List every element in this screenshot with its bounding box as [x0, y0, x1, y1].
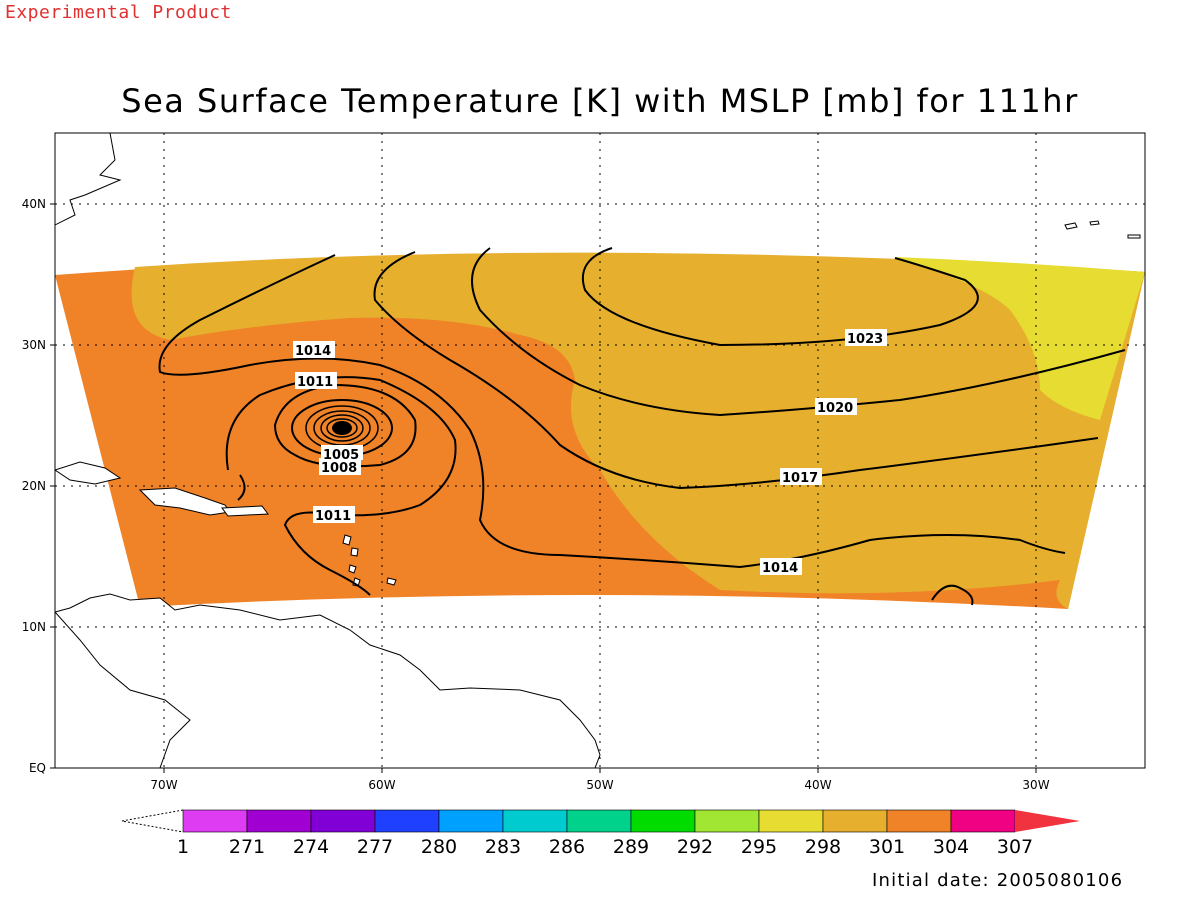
label-1005: 1005 — [323, 448, 359, 463]
lat-label-30n: 30N — [22, 338, 46, 352]
colorbar-box — [950, 809, 1016, 833]
colorbar-label: 286 — [549, 836, 585, 858]
colorbar-box — [758, 809, 824, 833]
longitude-labels: 70W 60W 50W 40W 30W — [150, 778, 1049, 792]
colorbar-box — [374, 809, 440, 833]
colorbar-box — [310, 809, 376, 833]
lon-label-70w: 70W — [150, 778, 177, 792]
graticule — [55, 133, 1145, 768]
latitude-labels: 40N 30N 20N 10N EQ — [22, 197, 46, 775]
colorbar-label: 283 — [485, 836, 521, 858]
colorbar-box — [630, 809, 696, 833]
colorbar-label: 1 — [177, 836, 189, 858]
colorbar-box — [502, 809, 568, 833]
label-1017: 1017 — [782, 471, 818, 486]
lesser-antilles — [342, 534, 397, 587]
colorbar-arrow-left — [121, 809, 184, 833]
initial-date-label: Initial date: 2005080106 — [872, 870, 1124, 891]
lat-label-40n: 40N — [22, 197, 46, 211]
isobar-1023 — [581, 247, 979, 347]
colorbar-label: 277 — [357, 836, 393, 858]
core-ring-4 — [326, 418, 358, 438]
colorbar-label: 307 — [997, 836, 1033, 858]
colorbar-label: 271 — [229, 836, 265, 858]
north-america-coast — [55, 133, 122, 226]
lat-label-eq: EQ — [29, 761, 46, 775]
colorbar-box — [438, 809, 504, 833]
colorbar-arrow-right — [1015, 810, 1080, 832]
contour-labels: 1023 1020 1017 1014 1014 1011 1011 1008 … — [293, 329, 887, 576]
isobar-1014-small — [931, 584, 974, 606]
coastlines — [55, 133, 1141, 768]
isobar-1017 — [373, 251, 1099, 490]
lon-label-60w: 60W — [368, 778, 395, 792]
cyclone-center — [332, 421, 352, 435]
colorbar-label: 280 — [421, 836, 457, 858]
colorbar-box — [566, 809, 632, 833]
lon-label-30w: 30W — [1022, 778, 1049, 792]
colorbar-label: 289 — [613, 836, 649, 858]
sst-region-301 — [131, 252, 1145, 609]
label-1008: 1008 — [321, 461, 357, 476]
lat-label-20n: 20N — [22, 479, 46, 493]
label-1014-south: 1014 — [762, 561, 798, 576]
colorbar-box — [822, 809, 888, 833]
isobar-1020 — [471, 247, 1126, 417]
label-1020: 1020 — [817, 401, 853, 416]
isobar-1011-west — [237, 474, 246, 501]
azores-islands — [1064, 220, 1141, 239]
mslp-contours — [158, 247, 1126, 606]
colorbar-label: 295 — [741, 836, 777, 858]
experimental-product-label: Experimental Product — [5, 2, 232, 23]
colorbar-box — [246, 809, 312, 833]
label-1011-north: 1011 — [297, 375, 333, 390]
colorbar-label: 304 — [933, 836, 969, 858]
label-1011-south: 1011 — [315, 509, 351, 524]
colorbar: 1 271 274 277 280 283 286 289 292 295 298 301 304 307 — [121, 809, 1080, 858]
lon-label-40w: 40W — [804, 778, 831, 792]
cuba-coast — [55, 461, 122, 485]
core-ring-3 — [320, 414, 364, 442]
isobar-1011-outer — [225, 376, 457, 596]
puerto-rico-coast — [221, 505, 269, 517]
isobar-1014 — [158, 254, 1066, 569]
label-1014-north: 1014 — [295, 344, 331, 359]
map-title: Sea Surface Temperature [K] with MSLP [m… — [121, 82, 1079, 120]
colorbar-box — [886, 809, 952, 833]
axis-ticks — [50, 203, 1037, 773]
sst-region-298 — [895, 257, 1145, 420]
lon-label-50w: 50W — [586, 778, 613, 792]
colorbar-label: 301 — [869, 836, 905, 858]
colorbar-box — [694, 809, 760, 833]
colorbar-label: 274 — [293, 836, 329, 858]
colorbar-label: 298 — [805, 836, 841, 858]
label-1023: 1023 — [847, 332, 883, 347]
south-america-coast — [55, 593, 601, 768]
lat-label-10n: 10N — [22, 620, 46, 634]
colorbar-box — [182, 809, 248, 833]
colorbar-label: 292 — [677, 836, 713, 858]
